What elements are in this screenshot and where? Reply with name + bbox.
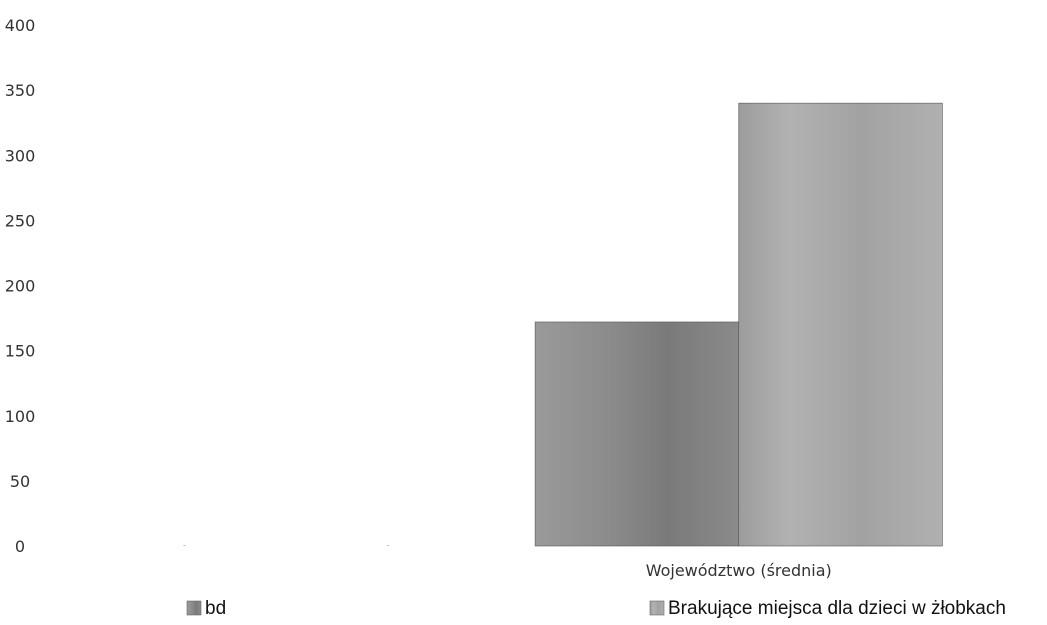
legend-label: bd xyxy=(205,598,226,619)
y-tick-label: 250 xyxy=(5,211,36,230)
y-tick-label: 300 xyxy=(5,146,36,165)
legend-label: Brakujące miejsca dla dzieci w żłobkach xyxy=(668,598,1006,619)
x-axis: Województwo (średnia) xyxy=(646,561,832,580)
y-axis: 0 50 100 150 200 250 300 350 400 xyxy=(5,16,36,556)
y-tick-label: 100 xyxy=(5,407,36,426)
bar xyxy=(534,321,740,547)
legend-swatch xyxy=(649,600,665,616)
legend-swatch xyxy=(186,600,202,616)
legend-item: bd xyxy=(186,598,226,619)
bar xyxy=(183,545,186,546)
x-tick-label: Województwo (średnia) xyxy=(646,561,832,580)
bar xyxy=(387,545,390,546)
y-tick-label: 0 xyxy=(15,537,25,556)
bars xyxy=(183,102,943,547)
y-tick-label: 400 xyxy=(5,16,36,35)
y-tick-label: 150 xyxy=(5,342,36,361)
y-tick-label: 200 xyxy=(5,277,36,296)
legend-item: Brakujące miejsca dla dzieci w żłobkach xyxy=(649,598,1006,619)
y-tick-label: 350 xyxy=(5,81,36,100)
legend: bd Brakujące miejsca dla dzieci w żłobkac… xyxy=(186,598,1006,619)
bar xyxy=(738,102,943,547)
y-tick-label: 50 xyxy=(10,472,30,491)
